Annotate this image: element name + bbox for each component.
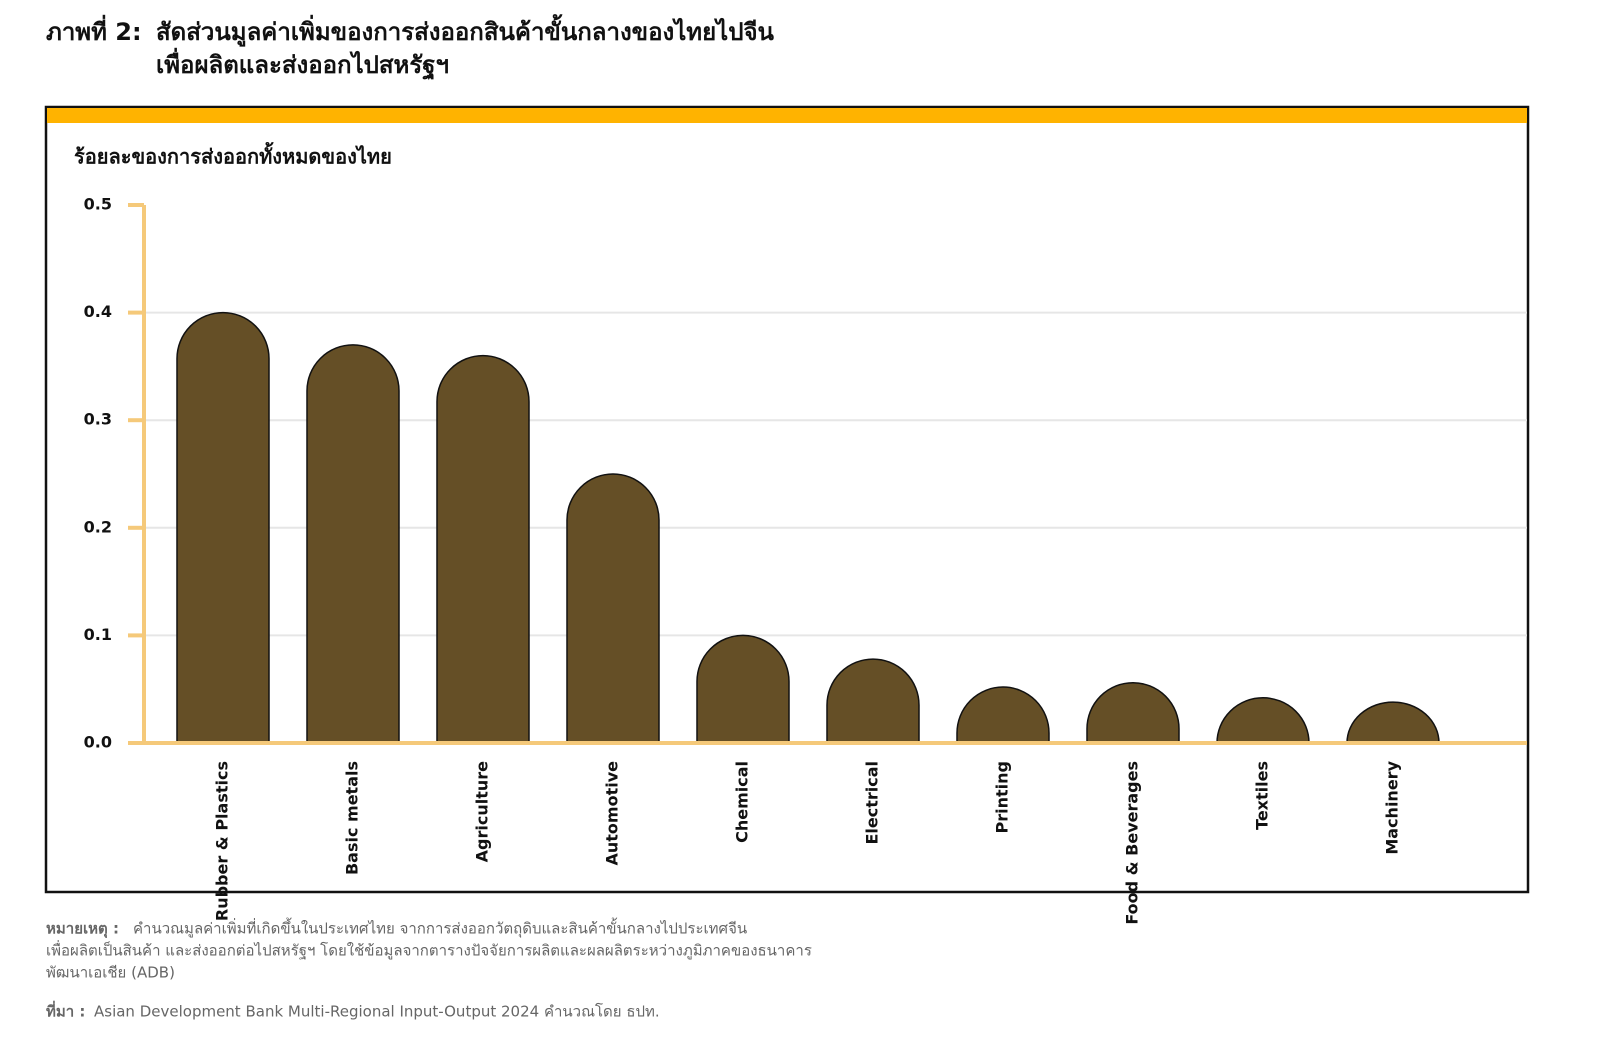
- bar: [566, 473, 660, 744]
- y-tick-label: 0.4: [84, 302, 112, 321]
- source-label: ที่มา :: [46, 1001, 85, 1021]
- x-tick-label: Agriculture: [473, 761, 492, 863]
- note-label: หมายเหตุ :: [46, 920, 119, 939]
- bar: [826, 658, 920, 744]
- title-line: สัดส่วนมูลค่าเพิ่มของการส่งออกสินค้าขั้น…: [156, 13, 775, 47]
- accent-band: [47, 108, 1527, 123]
- bar: [436, 354, 530, 744]
- bar: [1086, 681, 1180, 744]
- x-tick-label: Food & Beverages: [1123, 761, 1142, 925]
- title-line: เพื่อผลิตและส่งออกไปสหรัฐฯ: [156, 47, 449, 81]
- note-line: พัฒนาเอเชีย (ADB): [46, 964, 175, 982]
- y-tick-label: 0.1: [84, 625, 112, 644]
- x-tick-label: Electrical: [863, 761, 882, 845]
- y-tick-label: 0.0: [84, 733, 112, 752]
- x-tick-label: Printing: [993, 761, 1012, 833]
- chart-frame: [44, 105, 1530, 894]
- bar: [956, 686, 1050, 744]
- bar: [1346, 701, 1440, 744]
- x-tick-label: Rubber & Plastics: [213, 761, 232, 921]
- bar: [306, 344, 400, 744]
- bar: [696, 634, 790, 744]
- y-tick-label: 0.5: [84, 195, 112, 214]
- x-tick-label: Chemical: [733, 761, 752, 843]
- note-line: เพื่อผลิตเป็นสินค้า และส่งออกต่อไปสหรัฐฯ…: [46, 940, 812, 960]
- x-tick-label: Machinery: [1383, 760, 1402, 854]
- figure-label: ภาพที่ 2:: [46, 14, 142, 46]
- bar: [1216, 697, 1310, 744]
- y-axis-label: ร้อยละของการส่งออกทั้งหมดของไทย: [74, 142, 392, 169]
- bar: [176, 311, 270, 744]
- x-tick-label: Textiles: [1253, 761, 1272, 830]
- note-line: คำนวณมูลค่าเพิ่มที่เกิดขึ้นในประเทศไทย จ…: [133, 918, 747, 939]
- plot: 0.0 0.1 0.2 0.3 0.4 0.5 Rubber & Plastics Basic…: [84, 195, 1527, 925]
- x-tick-label: Basic metals: [343, 761, 362, 875]
- y-tick-label: 0.3: [84, 410, 112, 429]
- source: Asian Development Bank Multi-Regional In…: [94, 1003, 660, 1021]
- y-tick-label: 0.2: [84, 517, 112, 536]
- x-tick-label: Automotive: [603, 761, 622, 866]
